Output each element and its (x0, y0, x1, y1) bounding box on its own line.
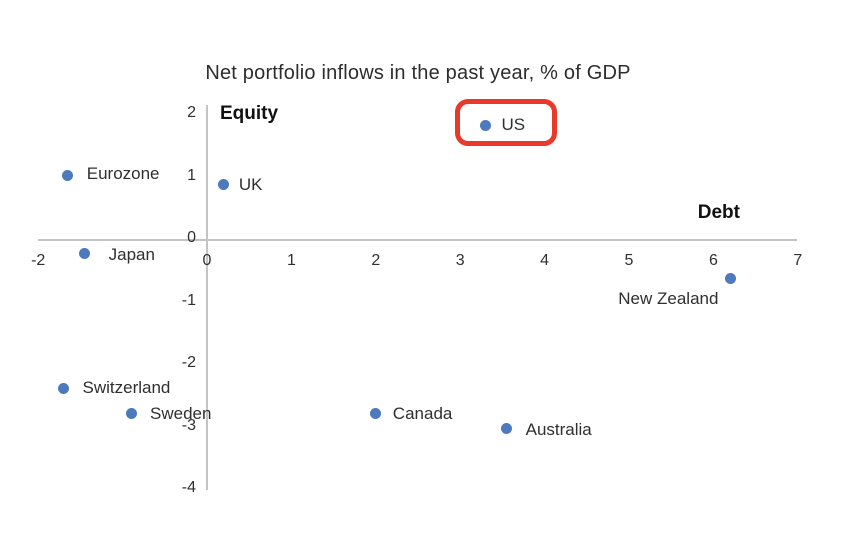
x-tick-label-1: 1 (286, 252, 296, 269)
y-axis-line (206, 105, 208, 490)
chart-title: Net portfolio inflows in the past year, … (205, 62, 631, 84)
point-label-uk: UK (238, 174, 263, 194)
x-tick-label-5: 5 (624, 252, 634, 269)
x-tick-label-4: 4 (540, 252, 550, 269)
y-tick-label--4: -4 (181, 479, 196, 496)
y-tick-label-2: 2 (187, 104, 196, 121)
point-label-japan: Japan (107, 244, 156, 265)
data-point-switzerland (58, 382, 70, 394)
x-tick-label-0: 0 (202, 252, 212, 269)
data-point-canada (370, 407, 382, 419)
point-label-us: US (501, 114, 526, 134)
y-tick-label-0: 0 (187, 229, 196, 246)
data-point-japan (79, 248, 91, 260)
x-tick-label-7: 7 (793, 252, 803, 269)
data-point-new-zealand (724, 273, 736, 285)
highlight-box-us (455, 99, 558, 146)
x-axis-title: Debt (697, 202, 740, 223)
y-tick-label--1: -1 (181, 291, 196, 309)
point-label-new-zealand: New Zealand (618, 288, 719, 308)
point-label-eurozone: Eurozone (86, 163, 160, 183)
point-label-sweden: Sweden (150, 404, 212, 423)
x-tick-label--2: -2 (31, 252, 46, 269)
y-tick-label--3: -3 (181, 416, 196, 434)
point-label-switzerland: Switzerland (82, 378, 171, 397)
data-point-eurozone (62, 170, 74, 181)
x-tick-label-2: 2 (371, 252, 381, 269)
x-tick-label-3: 3 (455, 252, 465, 269)
point-label-australia: Australia (525, 419, 592, 439)
data-point-us (480, 120, 492, 131)
data-point-sweden (125, 407, 137, 419)
y-axis-title: Equity (220, 103, 279, 124)
data-point-uk (218, 179, 230, 191)
x-axis-line (38, 239, 797, 241)
y-tick-label-1: 1 (187, 166, 196, 184)
y-tick-label--2: -2 (181, 354, 196, 371)
x-tick-label-6: 6 (708, 252, 718, 269)
point-label-canada: Canada (392, 404, 453, 423)
data-point-australia (501, 423, 513, 435)
